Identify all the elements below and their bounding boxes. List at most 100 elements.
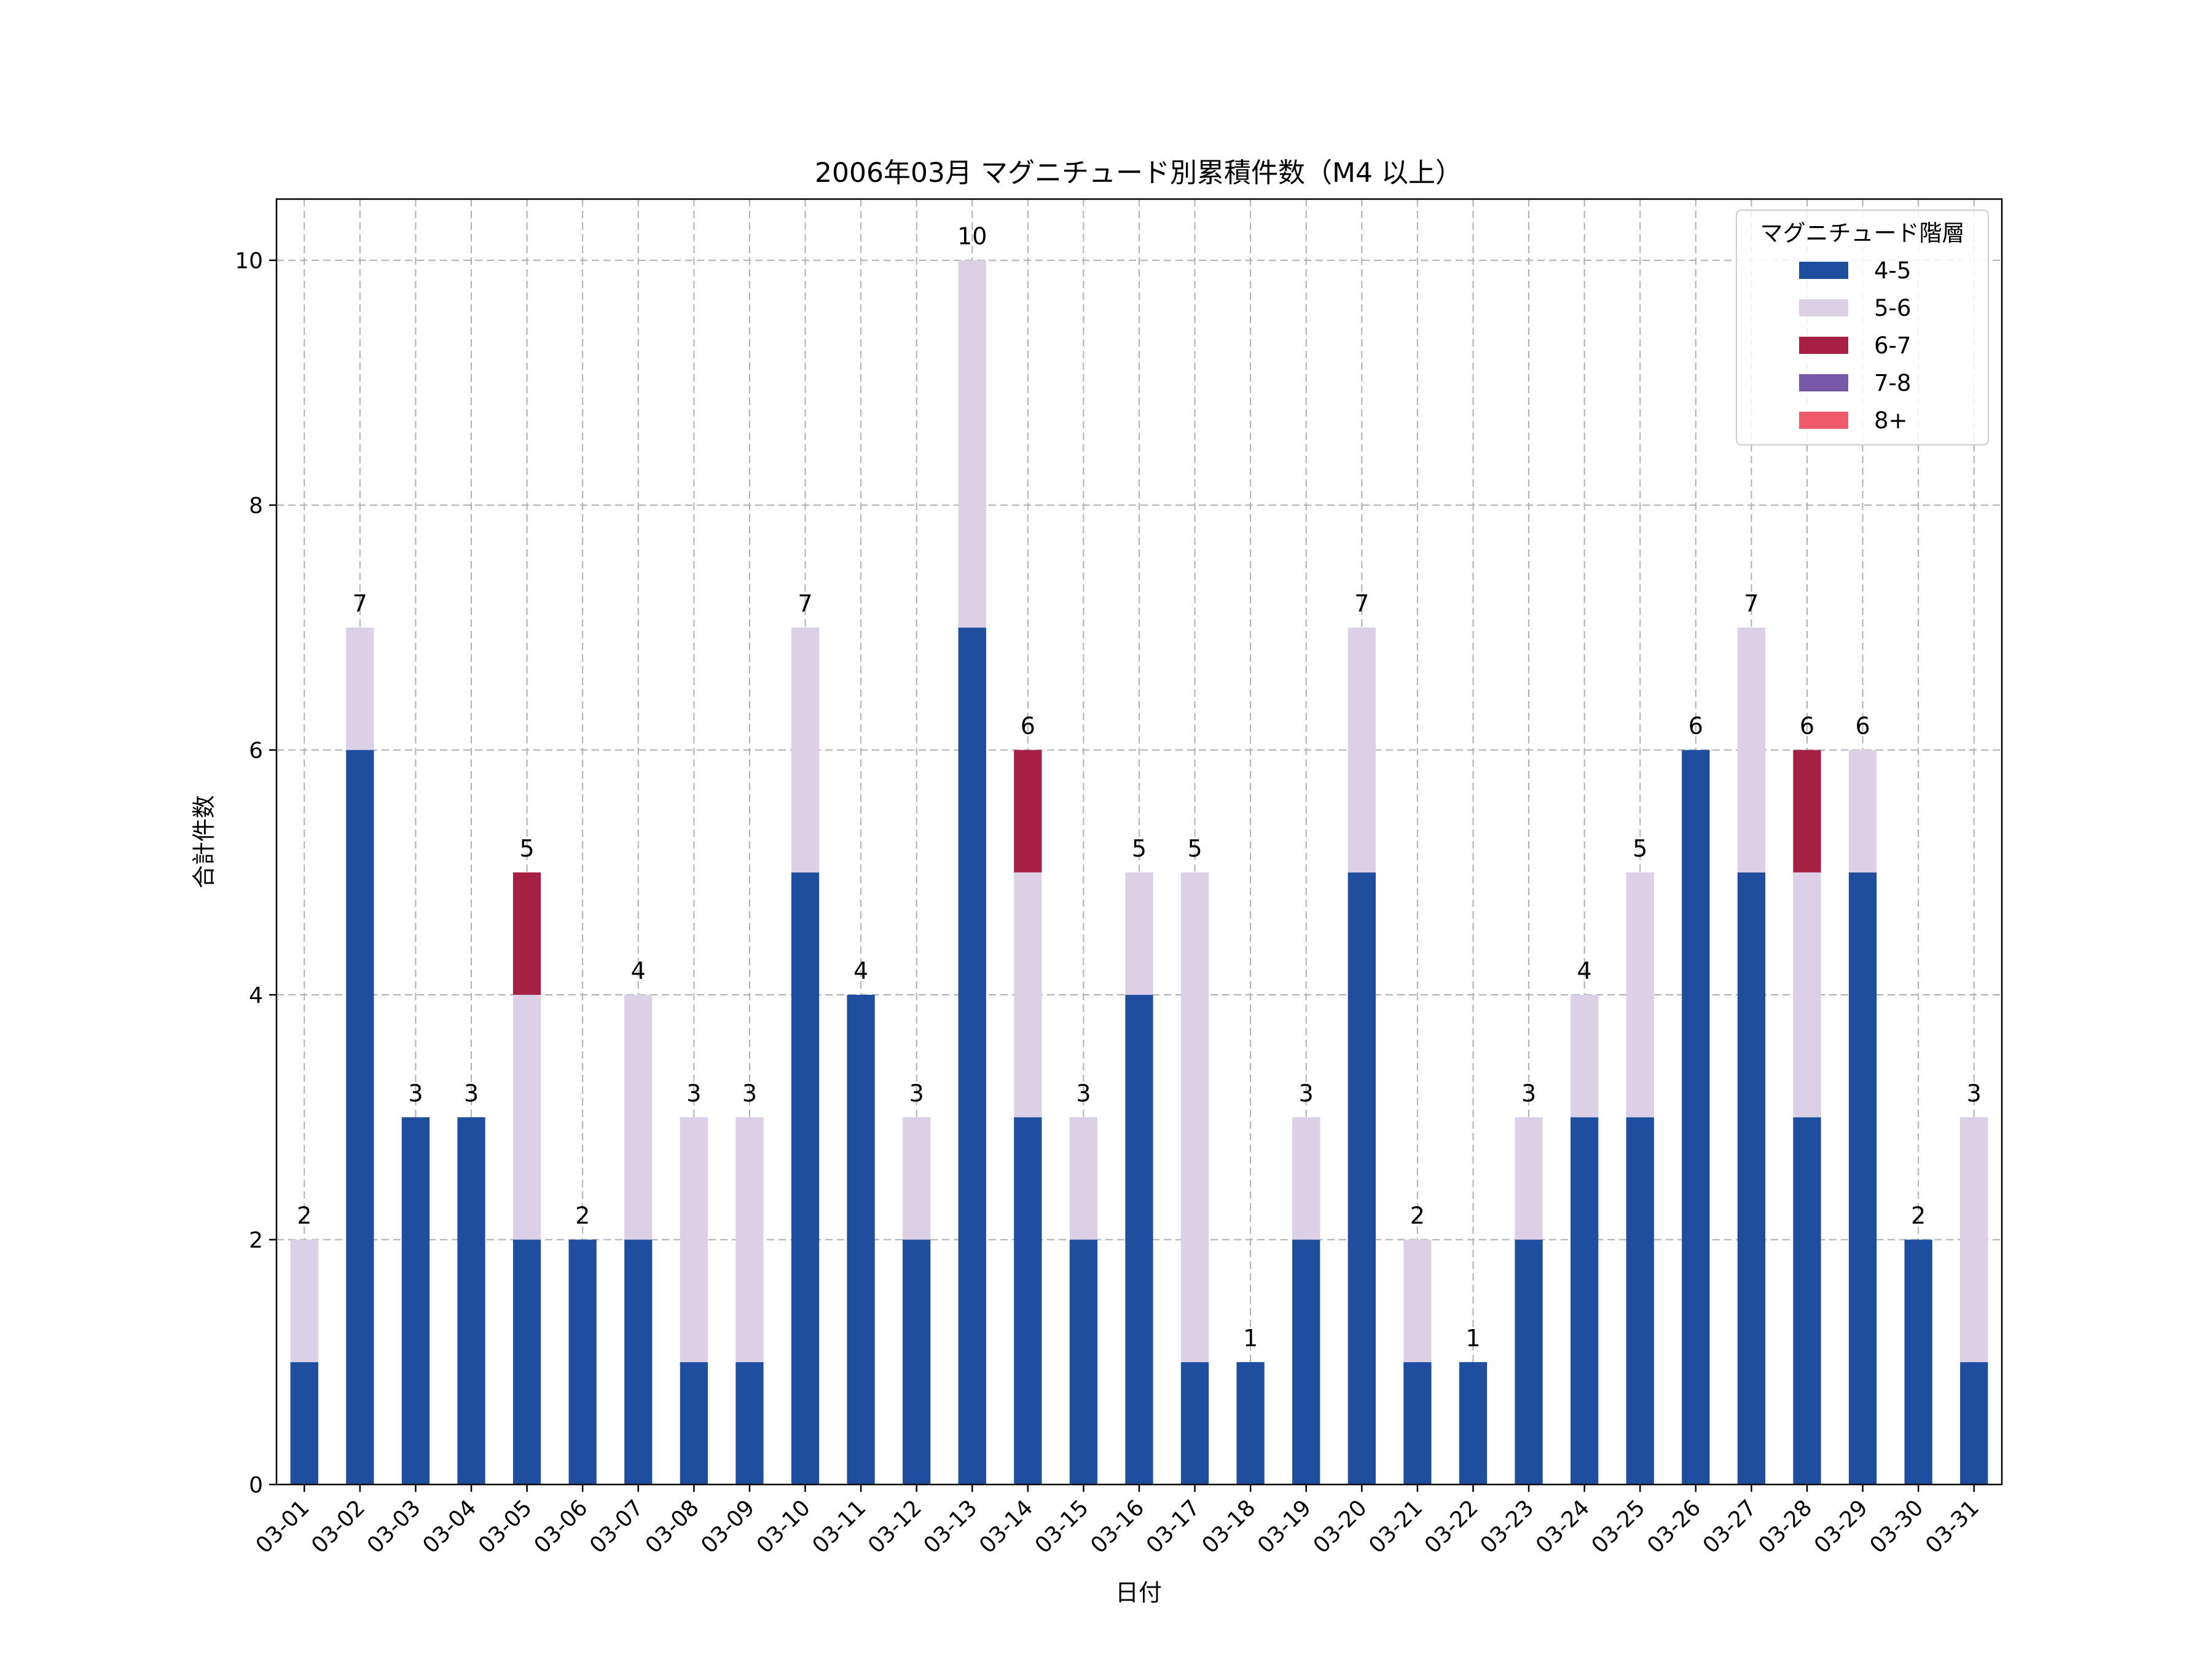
bar-total-label: 3 (1967, 1080, 1982, 1107)
bar-total-label: 6 (1688, 713, 1703, 740)
bar-total-label: 7 (353, 590, 367, 617)
bar-total-label: 3 (464, 1080, 479, 1107)
bar-segment-4-5 (512, 1239, 541, 1484)
x-tick-label: 03-07 (585, 1495, 648, 1558)
y-axis: 0 2 4 6 8 10 (235, 249, 276, 1498)
legend-swatch-4-5 (1799, 262, 1848, 279)
x-tick-label: 03-21 (1364, 1495, 1427, 1558)
bar-segment-4-5 (1960, 1362, 1988, 1484)
bar-total-label: 10 (957, 223, 987, 250)
x-tick-label: 03-11 (807, 1495, 871, 1558)
bar-segment-5-6 (346, 627, 374, 750)
bar-total-label: 7 (1744, 590, 1759, 617)
bar-segment-5-6 (735, 1117, 764, 1362)
bar-segment-5-6 (1848, 750, 1877, 873)
bar-total-label: 3 (742, 1080, 757, 1107)
bar-total-label: 4 (631, 957, 646, 984)
bar-segment-4-5 (1793, 1117, 1821, 1484)
legend-swatch-7-8 (1799, 374, 1848, 391)
legend-label: 4-5 (1874, 257, 1911, 284)
y-tick-label: 0 (249, 1473, 263, 1498)
x-tick-label: 03-22 (1420, 1495, 1483, 1558)
bar-total-label: 3 (1076, 1080, 1091, 1107)
x-tick-label: 03-03 (363, 1495, 426, 1558)
bar-segment-5-6 (1737, 627, 1766, 873)
x-tick-label: 03-16 (1086, 1495, 1149, 1558)
bar-segment-5-6 (1125, 872, 1153, 995)
x-tick-label: 03-20 (1309, 1495, 1372, 1558)
x-tick-label: 03-27 (1698, 1495, 1762, 1558)
bars (290, 260, 1988, 1485)
bar-segment-5-6 (1180, 872, 1209, 1362)
x-tick-label: 03-01 (251, 1495, 315, 1558)
bar-segment-5-6 (624, 995, 653, 1240)
bar-segment-5-6 (1515, 1117, 1543, 1240)
bar-total-label: 2 (575, 1202, 590, 1230)
bar-total-label: 3 (408, 1080, 423, 1107)
bar-total-label: 3 (1521, 1080, 1536, 1107)
legend-swatch-5-6 (1799, 299, 1848, 316)
bar-total-label: 3 (686, 1080, 701, 1107)
bar-total-label: 7 (798, 590, 812, 617)
bar-segment-4-5 (624, 1239, 653, 1484)
bar-total-label: 4 (853, 957, 868, 984)
bar-segment-5-6 (903, 1117, 931, 1240)
x-tick-label: 03-06 (530, 1495, 593, 1558)
bar-segment-4-5 (1626, 1117, 1654, 1484)
bar-segment-5-6 (290, 1239, 318, 1362)
x-tick-label: 03-15 (1030, 1495, 1094, 1558)
bar-total-label: 2 (1911, 1202, 1926, 1230)
bar-segment-4-5 (1125, 995, 1153, 1484)
bar-total-label: 3 (909, 1080, 924, 1107)
bar-segment-4-5 (1515, 1239, 1543, 1484)
y-tick-label: 2 (249, 1228, 263, 1253)
bar-segment-4-5 (735, 1362, 764, 1484)
bar-total-label: 4 (1577, 957, 1592, 984)
x-tick-label: 03-29 (1810, 1495, 1873, 1558)
bar-segment-5-6 (512, 995, 541, 1240)
bar-total-label: 5 (1633, 835, 1647, 862)
bar-segment-5-6 (1347, 627, 1376, 873)
y-axis-label: 合計件数 (190, 795, 218, 888)
legend-label: 8+ (1874, 407, 1908, 434)
bar-total-label: 5 (1187, 835, 1202, 862)
bar-segment-5-6 (1571, 995, 1599, 1118)
x-tick-label: 03-28 (1754, 1495, 1817, 1558)
x-tick-label: 03-19 (1253, 1495, 1316, 1558)
bar-total-label: 6 (1855, 713, 1870, 740)
bar-total-label: 1 (1465, 1325, 1480, 1352)
x-tick-label: 03-08 (641, 1495, 704, 1558)
bar-segment-4-5 (457, 1117, 485, 1484)
bar-total-label: 7 (1354, 590, 1369, 617)
bar-total-label: 6 (1021, 713, 1035, 740)
bar-segment-5-6 (1403, 1239, 1432, 1362)
x-tick-label: 03-18 (1198, 1495, 1261, 1558)
bar-segment-4-5 (1682, 750, 1710, 1484)
bar-segment-5-6 (1960, 1117, 1988, 1362)
bar-segment-4-5 (401, 1117, 430, 1484)
bar-segment-6-7 (1793, 750, 1821, 873)
x-axis-label: 日付 (1115, 1579, 1162, 1606)
bar-labels: 2 7 3 3 5 2 4 3 3 7 4 3 10 6 3 5 5 1 3 7 2 1 3 4 5 6 7 6 6 2 3 (297, 223, 1982, 1352)
bar-segment-4-5 (847, 995, 875, 1484)
bar-total-label: 5 (1132, 835, 1147, 862)
bar-segment-4-5 (680, 1362, 708, 1484)
legend: マグニチュード階層 4-5 5-6 6-7 7-8 8+ (1736, 210, 1989, 445)
bar-segment-5-6 (1626, 872, 1654, 1118)
x-tick-label: 03-13 (919, 1495, 982, 1558)
y-tick-label: 8 (249, 493, 263, 519)
bar-segment-4-5 (1180, 1362, 1209, 1484)
bar-segment-4-5 (1347, 872, 1376, 1484)
bar-segment-5-6 (1793, 872, 1821, 1118)
legend-label: 7-8 (1874, 370, 1911, 396)
legend-label: 5-6 (1874, 295, 1911, 321)
bar-segment-4-5 (290, 1362, 318, 1484)
bar-total-label: 6 (1800, 713, 1814, 740)
x-tick-label: 03-09 (696, 1495, 759, 1558)
bar-segment-4-5 (791, 872, 820, 1484)
bar-segment-6-7 (512, 872, 541, 995)
bar-segment-5-6 (958, 260, 986, 628)
bar-segment-4-5 (346, 750, 374, 1484)
bar-total-label: 2 (297, 1202, 312, 1230)
bar-segment-4-5 (1014, 1117, 1042, 1484)
